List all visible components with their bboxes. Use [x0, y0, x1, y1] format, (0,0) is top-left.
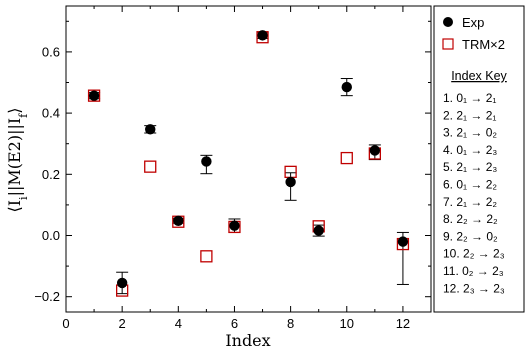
y-axis-title: ⟨Ii||M(E2)||If⟩ [5, 107, 30, 212]
index-key-title: Index Key [451, 69, 507, 83]
exp-point [285, 176, 296, 188]
legend-exp-marker [443, 17, 453, 27]
index-key-entry: 4. 0₁ → 2₃ [443, 143, 497, 157]
exp-point [369, 145, 381, 156]
series-exp-markers [88, 30, 409, 289]
index-key-entry: 7. 2₁ → 2₂ [443, 195, 497, 209]
exp-point [257, 30, 268, 41]
exp-point [313, 225, 324, 236]
x-tick-label: 6 [231, 316, 238, 331]
x-tick-label: 2 [119, 316, 126, 331]
axis-ticks [65, 6, 431, 312]
index-key-entry: 2. 2₁ → 2₁ [443, 108, 496, 122]
x-tick-label: 0 [62, 316, 69, 331]
x-axis-title: Index [225, 331, 270, 350]
y-tick-label: 0.6 [42, 44, 60, 59]
exp-point [173, 215, 184, 227]
legend-trm-label: TRM×2 [462, 37, 505, 52]
exp-point [201, 156, 212, 167]
index-key-entry: 9. 2₂ → 0₂ [443, 229, 498, 243]
x-tick-label: 12 [396, 316, 410, 331]
index-key-entry: 10. 2₂ → 2₃ [443, 247, 505, 261]
exp-point [397, 236, 409, 247]
error-bars [88, 31, 409, 295]
exp-point [145, 124, 156, 135]
index-key-entries: 1. 0₁ → 2₁ 2. 2₁ → 2₁ 3. 2₁ → 0₂ 4. 0₁ → 2₃… [443, 91, 505, 295]
exp-point [88, 90, 100, 101]
x-tick-label: 10 [340, 316, 354, 331]
series-trm-markers [87, 31, 410, 297]
index-key-entry: 3. 2₁ → 0₂ [443, 126, 497, 140]
x-tick-label: 8 [287, 316, 294, 331]
exp-point [341, 81, 352, 93]
legend-trm-marker [442, 38, 454, 50]
legend-exp-label: Exp [462, 15, 484, 30]
exp-point [229, 220, 240, 231]
x-tick-label: 4 [175, 316, 182, 331]
index-key-entry: 6. 0₁ → 2₂ [443, 178, 497, 192]
y-tick-label: −0.2 [34, 289, 60, 304]
index-key-entry: 12. 2₃ → 2₃ [443, 281, 505, 295]
index-key-entry: 1. 0₁ → 2₁ [443, 91, 496, 105]
trm-point [200, 250, 213, 263]
x-tick-labels: 0 2 4 6 8 10 12 [62, 316, 410, 331]
exp-point [116, 277, 128, 289]
y-tick-label: 0.0 [42, 228, 60, 243]
index-key-entry: 8. 2₂ → 2₂ [443, 212, 498, 226]
trm-point [340, 151, 353, 165]
plot-frame [65, 5, 432, 313]
index-key-entry: 11. 0₂ → 2₃ [443, 264, 504, 278]
trm-point [87, 89, 101, 102]
index-key-entry: 5. 2₁ → 2₃ [443, 160, 497, 174]
legend-frame [433, 5, 525, 313]
y-tick-label: 0.4 [42, 106, 60, 121]
trm-point [144, 160, 157, 173]
y-tick-labels: −0.2 0.0 0.2 0.4 0.6 [34, 44, 60, 304]
y-tick-label: 0.2 [42, 167, 60, 182]
